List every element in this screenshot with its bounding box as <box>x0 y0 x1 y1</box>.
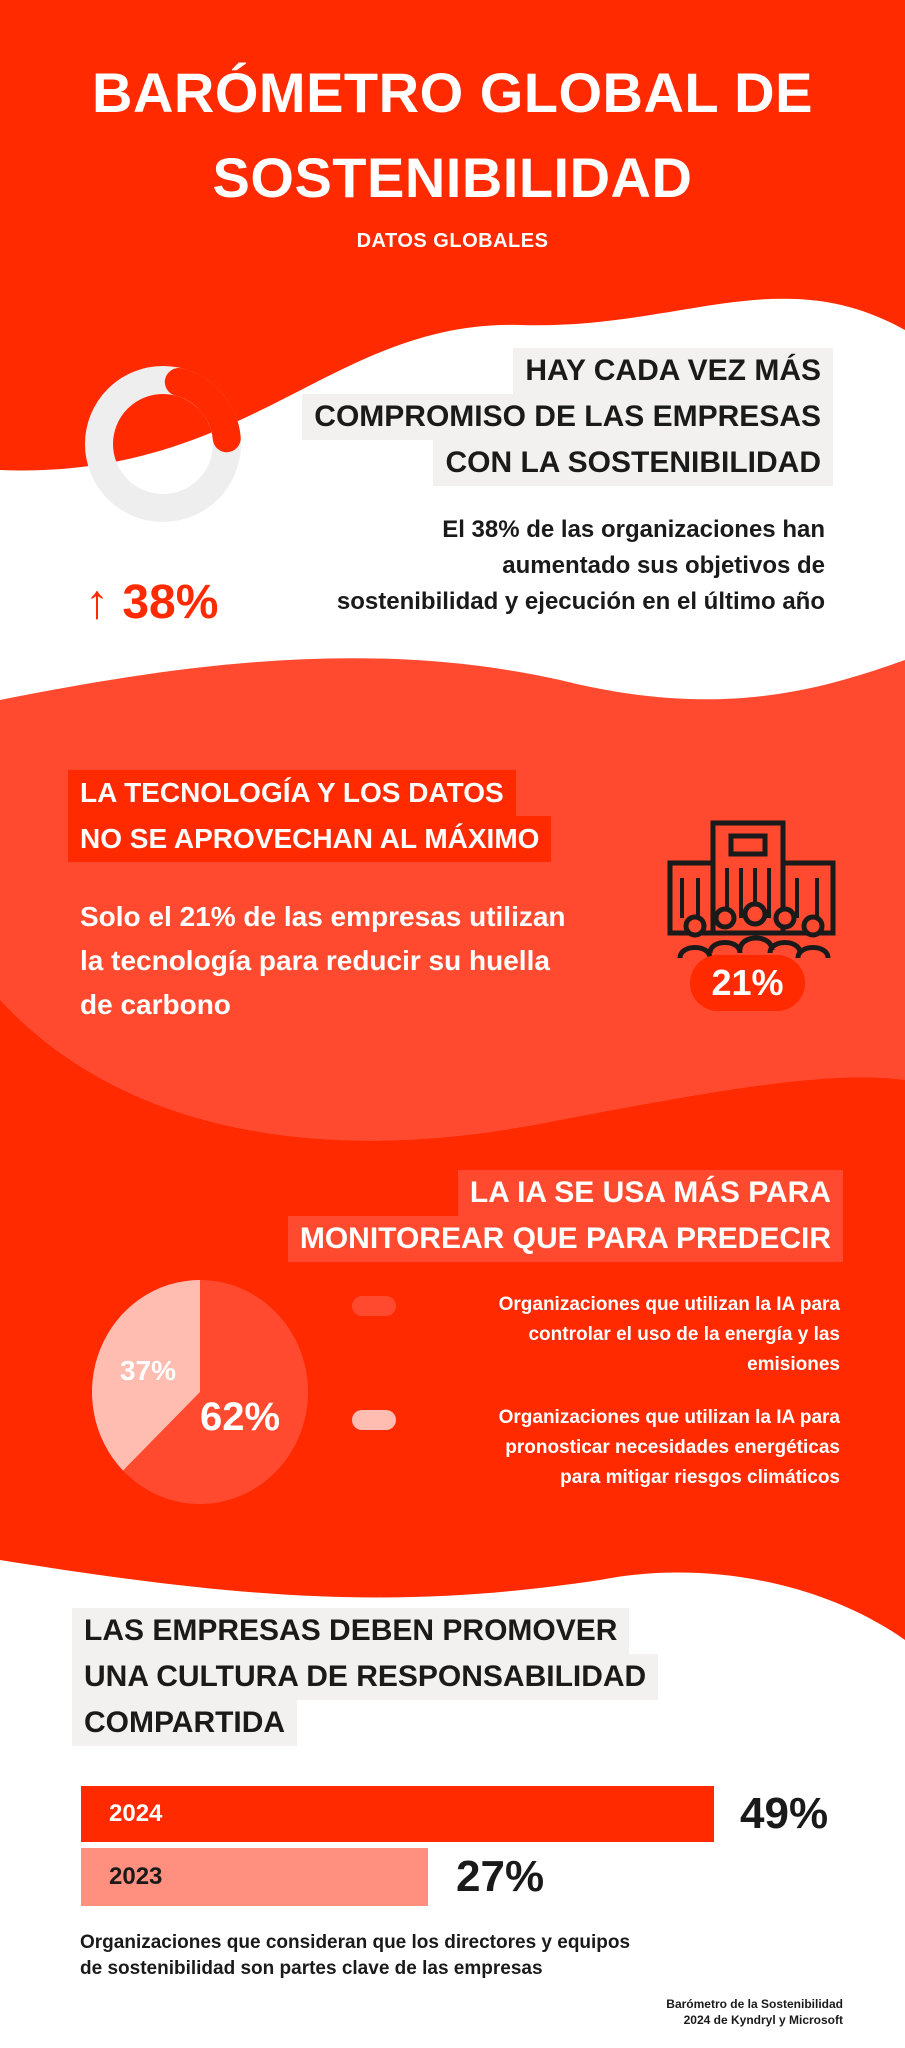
subtitle: DATOS GLOBALES <box>356 230 549 252</box>
section2-body: Solo el 21% de las empresas utilizan la t… <box>80 901 566 1020</box>
donut-chart <box>85 366 241 522</box>
section4-caption: Organizaciones que consideran que los di… <box>80 1932 631 1979</box>
section1-heading: HAY CADA VEZ MÁS COMPROMISO DE LAS EMPRE… <box>233 348 833 486</box>
pie-slice-62 <box>123 1280 309 1504</box>
section1-stat: ↑ 38% <box>85 576 219 629</box>
section1-body: El 38% de las organizaciones han aumentad… <box>336 516 825 615</box>
legend-swatch-37 <box>352 1410 396 1430</box>
legend-item-monitor: Organizaciones que utilizan la IA para co… <box>498 1294 840 1375</box>
pie-chart: 62% 37% <box>91 1280 309 1504</box>
title-line1: BARÓMETRO GLOBAL DE <box>92 61 813 124</box>
source-note: Barómetro de la Sostenibilidad 2024 de Ky… <box>666 1997 843 2027</box>
building-people-icon <box>667 820 836 959</box>
bar-2024: 2024 <box>81 1786 714 1842</box>
pie-label-37: 37% <box>120 1355 176 1386</box>
pie-slice-37 <box>91 1280 200 1471</box>
arrow-up-icon: ↑ <box>85 576 109 629</box>
bar-label-2023: 27% <box>456 1852 545 1901</box>
pie-label-62: 62% <box>200 1395 280 1439</box>
legend-swatch-62 <box>352 1296 396 1316</box>
bar-label-2024: 49% <box>740 1789 829 1838</box>
section2-stat-badge: 21% <box>690 955 805 1011</box>
legend-item-predict: Organizaciones que utilizan la IA para pr… <box>498 1407 840 1488</box>
section3-heading: LA IA SE USA MÁS PARA MONITOREAR QUE PAR… <box>223 1170 843 1262</box>
title-line2: SOSTENIBILIDAD <box>212 146 693 209</box>
bar-2023: 2023 <box>81 1848 428 1906</box>
section2-heading: LA TECNOLOGÍA Y LOS DATOS NO SE APROVECH… <box>68 770 552 862</box>
donut-arc-38 <box>164 367 241 453</box>
section4-heading: LAS EMPRESAS DEBEN PROMOVER UNA CULTURA … <box>72 1608 659 1746</box>
